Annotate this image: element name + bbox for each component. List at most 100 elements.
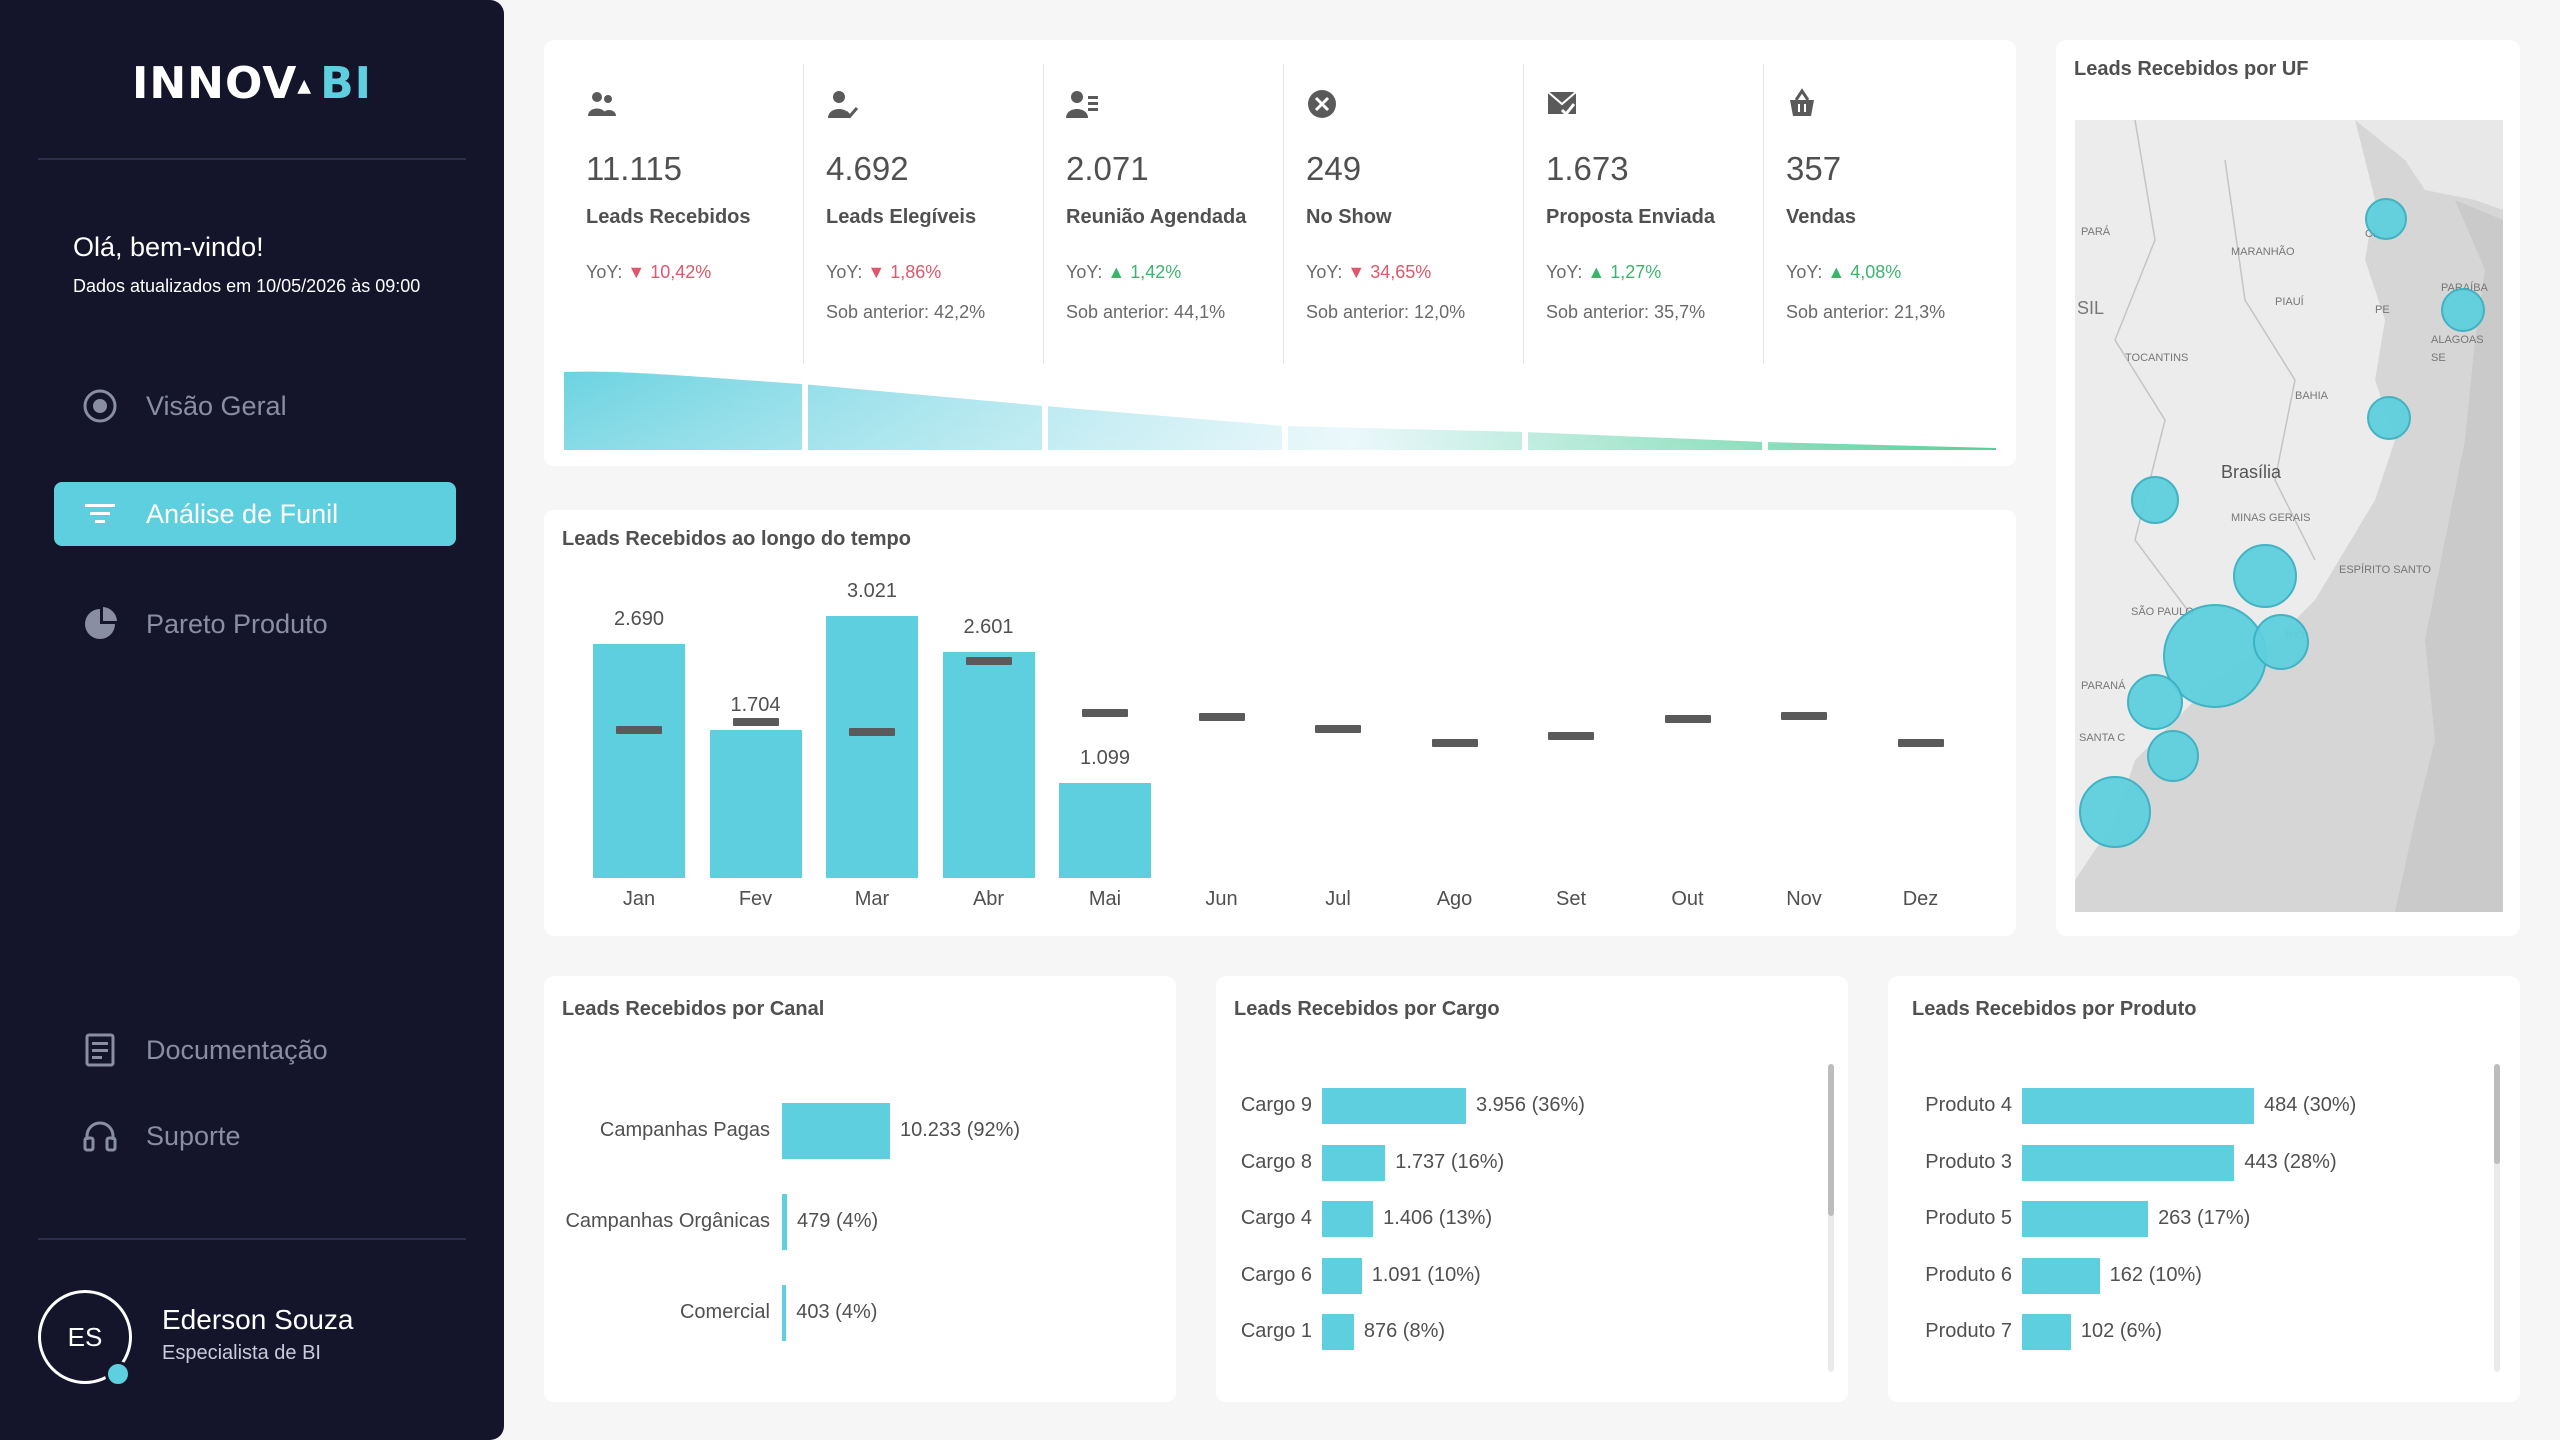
time-bar-value: 3.021 [846, 579, 898, 602]
canal-bar-value: 479 (4%) [797, 1210, 879, 1232]
cargo-scroll-thumb[interactable] [1828, 1064, 1834, 1216]
kpi-yoy: YoY: ▲ 4,08% [1786, 262, 1901, 283]
map-bubble[interactable] [2253, 614, 2309, 670]
cargo-bar[interactable] [1322, 1144, 1386, 1181]
cargo-category-label: Cargo 1 [1240, 1320, 1312, 1342]
cargo-bar[interactable] [1322, 1257, 1362, 1294]
canal-bar[interactable] [782, 1103, 890, 1159]
produto-scroll-thumb[interactable] [2494, 1064, 2500, 1164]
kpi-yoy-value: 1,27% [1610, 262, 1662, 282]
produto-bar-value: 162 (10%) [2109, 1263, 2202, 1286]
time-bar[interactable] [942, 652, 1035, 878]
produto-bar-value: 484 (30%) [2264, 1094, 2357, 1116]
previous-year-marker [1198, 713, 1245, 722]
cargo-bar-value: 1.737 (16%) [1395, 1150, 1505, 1173]
arrow-up-icon: ▲ [1102, 262, 1131, 282]
canal-bar-value: 10.233 (92%) [900, 1119, 1021, 1141]
map-bubble[interactable] [2079, 776, 2151, 848]
avatar[interactable]: ES [38, 1290, 132, 1384]
nav-label: Pareto Produto [146, 608, 328, 639]
nav-documentacao[interactable]: Documentação [54, 1018, 456, 1082]
cargo-bar-value: 876 (8%) [1363, 1320, 1446, 1342]
map-bubble[interactable] [2367, 396, 2411, 440]
map-bubble[interactable] [2131, 476, 2179, 524]
produto-scrollbar[interactable] [2494, 1064, 2500, 1372]
time-axis-label: Nov [1786, 888, 1822, 910]
map-bubble[interactable] [2365, 198, 2407, 240]
cancel-icon [1306, 88, 1338, 120]
kpi-yoy: YoY: ▼ 34,65% [1306, 262, 1431, 283]
time-axis-label: Ago [1436, 888, 1473, 910]
kpi-yoy-value: 4,08% [1850, 262, 1902, 282]
funnel-area [564, 330, 1996, 450]
funnel-icon [80, 494, 120, 534]
nav-analise-funil[interactable]: Análise de Funil [54, 482, 456, 546]
kpi-leads-recebidos[interactable]: 11.115 Leads Recebidos YoY: ▼ 10,42% [564, 40, 804, 450]
nav-suporte[interactable]: Suporte [54, 1104, 456, 1168]
canal-bar[interactable] [782, 1194, 788, 1250]
kpi-label: No Show [1306, 206, 1392, 228]
previous-year-marker [732, 717, 779, 726]
produto-bar[interactable] [2022, 1314, 2071, 1350]
previous-year-marker [1897, 739, 1944, 748]
time-bar[interactable] [709, 729, 802, 878]
kpi-value: 357 [1786, 150, 1842, 187]
nav-visao-geral[interactable]: Visão Geral [54, 374, 456, 438]
map-bubble[interactable] [2233, 544, 2297, 608]
produto-bar[interactable] [2022, 1257, 2100, 1294]
time-axis-label: Jan [622, 888, 656, 910]
previous-year-marker [1431, 739, 1478, 748]
produto-bar-value: 263 (17%) [2158, 1207, 2251, 1229]
map-label: SIL [2077, 298, 2105, 318]
kpi-proposta-enviada[interactable]: 1.673 Proposta Enviada YoY: ▲ 1,27% Sob ant… [1524, 40, 1764, 450]
kpi-leads-elegíveis[interactable]: 4.692 Leads Elegíveis YoY: ▼ 1,86% Sob ante… [804, 40, 1044, 450]
kpi-vendas[interactable]: 357 Vendas YoY: ▲ 4,08% Sob anterior: 21,3% [1764, 40, 2004, 450]
mail-check-icon [1546, 88, 1578, 120]
kpi-yoy-label: YoY: [1066, 262, 1103, 282]
map-bubble[interactable] [2127, 674, 2183, 730]
time-bar[interactable] [826, 615, 918, 878]
produto-bar[interactable] [2022, 1144, 2235, 1181]
canal-category-label: Campanhas Pagas [599, 1119, 770, 1141]
kpi-label: Reunião Agendada [1066, 206, 1247, 228]
kpi-value: 1.673 [1546, 150, 1629, 187]
kpi-previous-stage: Sob anterior: 12,0% [1306, 302, 1466, 322]
cargo-category-label: Cargo 6 [1240, 1263, 1312, 1286]
map-bubble[interactable] [2147, 730, 2199, 782]
kpi-yoy-label: YoY: [826, 262, 863, 282]
map-label: TOCANTINS [2125, 352, 2189, 364]
cargo-bar[interactable] [1322, 1088, 1466, 1124]
produto-title: Leads Recebidos por Produto [1912, 998, 2197, 1020]
map-bubble[interactable] [2441, 288, 2485, 332]
cargo-bar-value: 3.956 (36%) [1476, 1094, 1585, 1116]
time-bar[interactable] [1059, 782, 1151, 878]
kpi-yoy: YoY: ▼ 1,86% [826, 262, 941, 283]
cargo-bar-value: 1.406 (13%) [1383, 1207, 1493, 1229]
arrow-down-icon: ▼ [622, 262, 651, 282]
map-label: PARANÁ [2081, 680, 2126, 692]
nav-pareto-produto[interactable]: Pareto Produto [54, 592, 456, 656]
nav-label: Análise de Funil [146, 498, 339, 529]
kpi-label: Proposta Enviada [1546, 206, 1715, 228]
produto-bar-value: 102 (6%) [2080, 1320, 2163, 1342]
kpi-separator [1763, 64, 1764, 364]
previous-year-marker [965, 656, 1012, 665]
time-bar[interactable] [593, 644, 685, 878]
produto-card: Leads Recebidos por Produto [1888, 976, 2520, 1402]
kpi-yoy-label: YoY: [586, 262, 623, 282]
cargo-bar[interactable] [1322, 1201, 1374, 1237]
kpi-yoy-value: 10,42% [650, 262, 712, 282]
kpi-reunião-agendada[interactable]: 2.071 Reunião Agendada YoY: ▲ 1,42% Sob ant… [1044, 40, 1284, 450]
group-icon [586, 88, 618, 120]
kpi-no-show[interactable]: 249 No Show YoY: ▼ 34,65% Sob anterior: 12,… [1284, 40, 1524, 450]
canal-bar[interactable] [782, 1285, 787, 1341]
cargo-scrollbar[interactable] [1828, 1064, 1834, 1372]
map-area[interactable]: PARÁMARANHÃOCEPIAUÍPARAÍBAPEALAGOASSETOC… [2075, 120, 2503, 912]
produto-category-label: Produto 7 [1925, 1320, 2012, 1342]
produto-bar[interactable] [2022, 1088, 2254, 1124]
produto-bar[interactable] [2022, 1201, 2149, 1237]
map-label: PIAUÍ [2275, 296, 2304, 308]
kpi-label: Vendas [1786, 206, 1857, 228]
cargo-bar[interactable] [1322, 1314, 1354, 1350]
kpi-card: 11.115 Leads Recebidos YoY: ▼ 10,42% 4.692 L… [544, 40, 2016, 466]
